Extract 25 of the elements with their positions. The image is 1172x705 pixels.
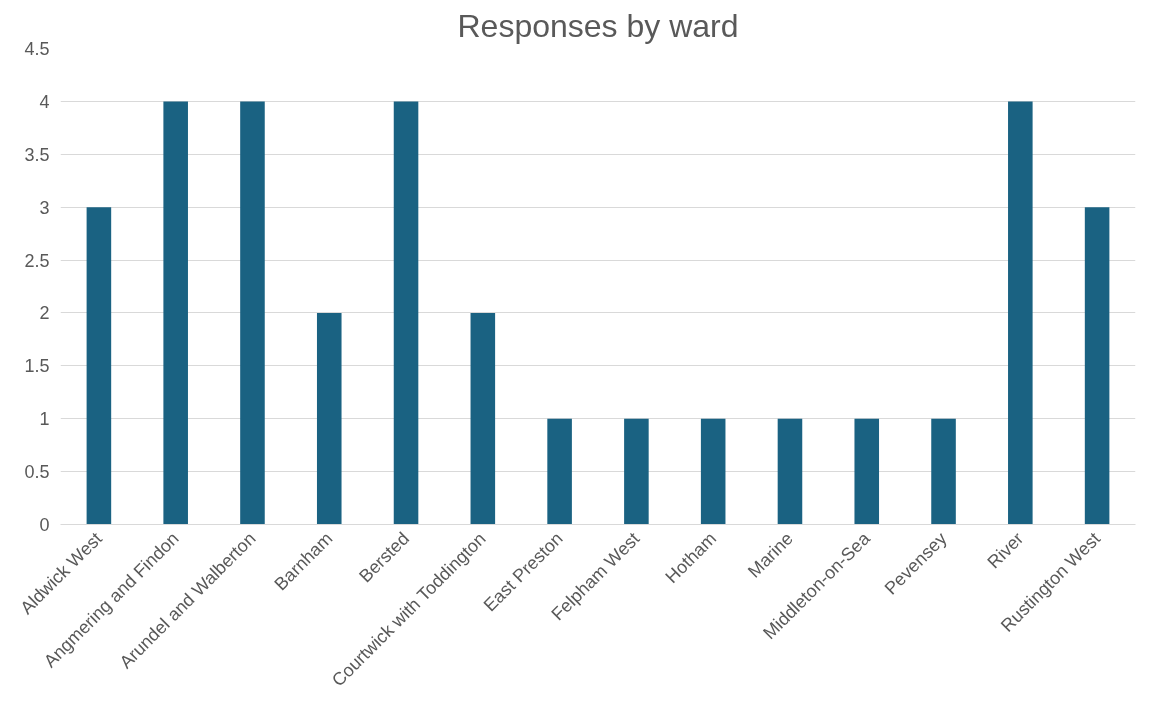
y-tick-label: 1.5: [24, 356, 50, 377]
bar: [470, 312, 496, 525]
y-tick-label: 0: [39, 515, 50, 535]
chart-title: Responses by ward: [457, 7, 739, 44]
bar: [854, 418, 880, 525]
y-tick-label: 3.5: [24, 144, 50, 165]
bar: [624, 418, 649, 525]
y-tick-label: 2.5: [24, 250, 50, 271]
bar: [777, 418, 803, 525]
bar: [240, 101, 265, 525]
bar: [1084, 207, 1110, 525]
bar: [700, 418, 726, 525]
bar: [316, 312, 342, 525]
y-tick-label: 4.5: [24, 39, 50, 59]
bar: [163, 101, 188, 525]
bar: [931, 418, 956, 525]
y-tick-label: 2: [39, 303, 50, 324]
y-tick-label: 0.5: [24, 462, 50, 483]
y-tick-label: 4: [39, 91, 50, 112]
bar: [1008, 101, 1033, 525]
y-tick-label: 3: [39, 197, 50, 218]
y-tick-label: 1: [39, 409, 50, 430]
bar: [393, 101, 419, 525]
bar: [86, 207, 112, 525]
bar: [547, 418, 572, 525]
